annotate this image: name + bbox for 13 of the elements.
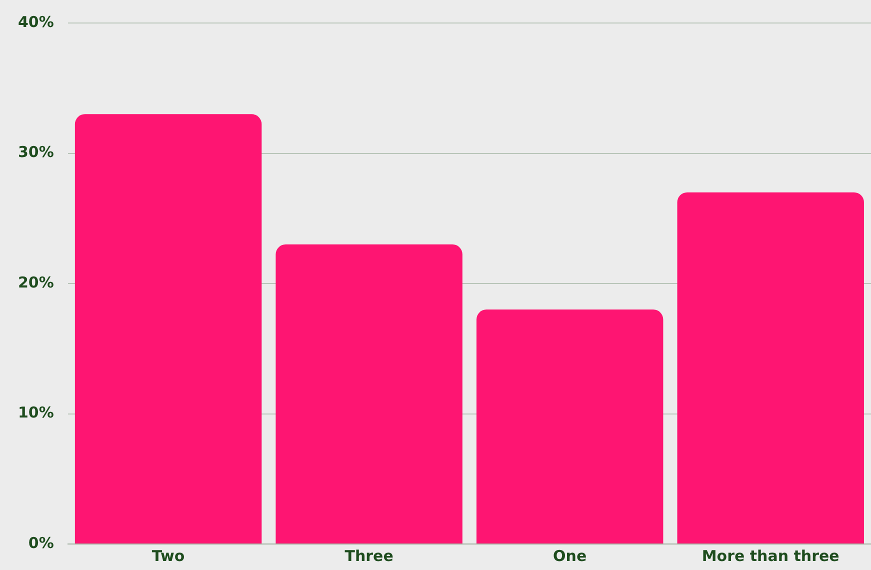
x-tick-label: Two [152, 546, 185, 565]
bar [476, 310, 664, 544]
y-tick-label: 20% [18, 273, 54, 292]
bar [74, 114, 262, 544]
x-tick-label: One [553, 546, 587, 565]
x-tick-label: Three [344, 546, 394, 565]
y-tick-label: 40% [18, 12, 54, 31]
x-tick-label: More than three [702, 546, 840, 565]
y-tick-label: 30% [18, 143, 54, 162]
bar [677, 192, 864, 544]
y-tick-label: 10% [18, 404, 54, 422]
y-tick-label: 0% [28, 534, 54, 552]
bar [276, 244, 462, 544]
